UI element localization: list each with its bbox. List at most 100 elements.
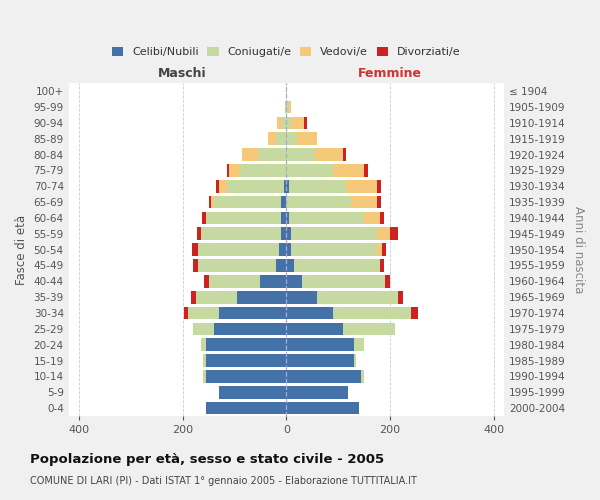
- Bar: [227, 164, 229, 177]
- Bar: [343, 148, 346, 161]
- Bar: [286, 322, 343, 335]
- Bar: [229, 164, 239, 177]
- Bar: [285, 101, 286, 114]
- Bar: [292, 228, 377, 240]
- Bar: [286, 275, 302, 287]
- Bar: [211, 196, 214, 208]
- Bar: [206, 212, 281, 224]
- Bar: [286, 132, 296, 145]
- Bar: [286, 354, 353, 367]
- Bar: [193, 259, 198, 272]
- Bar: [193, 322, 214, 335]
- Text: Femmine: Femmine: [358, 67, 422, 80]
- Bar: [276, 132, 286, 145]
- Bar: [289, 212, 364, 224]
- Bar: [282, 116, 286, 130]
- Bar: [281, 212, 286, 224]
- Bar: [351, 196, 377, 208]
- Bar: [289, 180, 346, 192]
- Bar: [377, 244, 382, 256]
- Bar: [205, 275, 209, 287]
- Bar: [217, 180, 219, 192]
- Bar: [289, 101, 292, 114]
- Bar: [353, 354, 356, 367]
- Bar: [242, 148, 258, 161]
- Bar: [192, 244, 198, 256]
- Bar: [343, 322, 395, 335]
- Bar: [364, 164, 368, 177]
- Bar: [304, 116, 307, 130]
- Bar: [203, 354, 206, 367]
- Text: Maschi: Maschi: [158, 67, 207, 80]
- Bar: [292, 116, 304, 130]
- Bar: [278, 244, 286, 256]
- Bar: [333, 306, 410, 320]
- Bar: [214, 196, 281, 208]
- Bar: [196, 291, 237, 304]
- Bar: [302, 275, 385, 287]
- Bar: [209, 196, 211, 208]
- Bar: [239, 164, 286, 177]
- Bar: [191, 291, 196, 304]
- Bar: [286, 402, 359, 414]
- Bar: [219, 306, 286, 320]
- Bar: [237, 291, 286, 304]
- Bar: [206, 402, 286, 414]
- Bar: [260, 275, 286, 287]
- Bar: [277, 116, 282, 130]
- Bar: [286, 244, 292, 256]
- Bar: [364, 212, 380, 224]
- Bar: [286, 116, 292, 130]
- Bar: [380, 212, 384, 224]
- Y-axis label: Anni di nascita: Anni di nascita: [572, 206, 585, 294]
- Bar: [198, 244, 278, 256]
- Bar: [284, 180, 286, 192]
- Bar: [292, 244, 377, 256]
- Bar: [410, 306, 418, 320]
- Bar: [380, 259, 384, 272]
- Bar: [296, 132, 317, 145]
- Bar: [286, 338, 353, 351]
- Bar: [219, 386, 286, 398]
- Bar: [227, 180, 284, 192]
- Bar: [346, 180, 377, 192]
- Text: Popolazione per età, sesso e stato civile - 2005: Popolazione per età, sesso e stato civil…: [30, 452, 384, 466]
- Bar: [286, 101, 289, 114]
- Bar: [206, 354, 286, 367]
- Bar: [286, 291, 317, 304]
- Text: COMUNE DI LARI (PI) - Dati ISTAT 1° gennaio 2005 - Elaborazione TUTTITALIA.IT: COMUNE DI LARI (PI) - Dati ISTAT 1° genn…: [30, 476, 417, 486]
- Bar: [206, 370, 286, 382]
- Bar: [197, 228, 201, 240]
- Bar: [385, 275, 390, 287]
- Bar: [377, 228, 390, 240]
- Bar: [317, 291, 398, 304]
- Bar: [286, 164, 333, 177]
- Bar: [333, 164, 364, 177]
- Bar: [286, 386, 349, 398]
- Bar: [206, 338, 286, 351]
- Bar: [281, 228, 286, 240]
- Bar: [201, 228, 281, 240]
- Bar: [201, 338, 206, 351]
- Bar: [315, 148, 343, 161]
- Bar: [286, 228, 292, 240]
- Bar: [398, 291, 403, 304]
- Bar: [202, 212, 206, 224]
- Bar: [214, 322, 286, 335]
- Bar: [258, 148, 286, 161]
- Bar: [286, 259, 294, 272]
- Bar: [286, 148, 315, 161]
- Bar: [209, 275, 260, 287]
- Bar: [382, 244, 386, 256]
- Bar: [268, 132, 276, 145]
- Bar: [286, 370, 361, 382]
- Bar: [390, 228, 398, 240]
- Bar: [286, 212, 289, 224]
- Bar: [203, 370, 206, 382]
- Bar: [286, 196, 351, 208]
- Y-axis label: Fasce di età: Fasce di età: [15, 214, 28, 284]
- Bar: [219, 180, 227, 192]
- Bar: [377, 196, 381, 208]
- Legend: Celibi/Nubili, Coniugati/e, Vedovi/e, Divorziati/e: Celibi/Nubili, Coniugati/e, Vedovi/e, Di…: [107, 42, 465, 62]
- Bar: [377, 180, 381, 192]
